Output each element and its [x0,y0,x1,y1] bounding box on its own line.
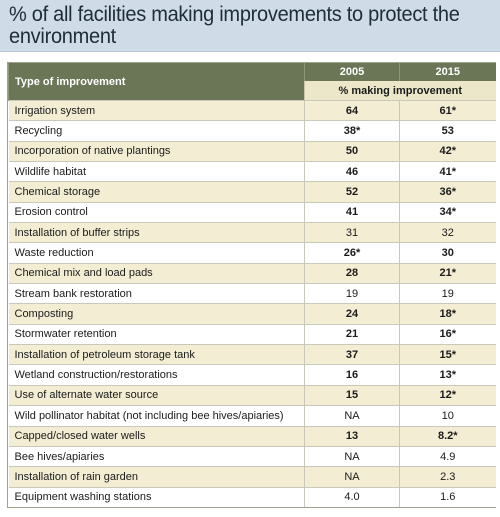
row-label: Equipment washing stations [8,486,305,507]
row-label: Chemical mix and load pads [8,262,305,284]
value-2005: NA [304,466,400,488]
value-2005: NA [304,405,400,426]
table-row: Bee hives/apiaries NA 4.9 [8,445,496,467]
row-label: Wildlife habitat [8,161,305,182]
row-label: Wetland construction/restorations [8,364,305,386]
value-2005: 24 [304,303,400,325]
title-bar: % of all facilities making improvements … [0,0,500,52]
row-label: Capped/closed water wells [8,425,305,447]
value-2015: 2.3 [399,466,496,488]
subheader-percent: % making improvement [304,81,496,101]
table-row: Irrigation system 64 61* [8,99,496,121]
value-2005: 37 [304,344,400,365]
value-2015: 10 [399,405,496,426]
table-row: Stream bank restoration 19 19 [8,283,496,304]
figure-title: % of all facilities making improvements … [9,2,460,48]
column-header-2015: 2015 [399,63,496,81]
data-table: Type of improvement 2005 2015 % making i… [8,63,496,507]
table-row: Stormwater retention 21 16* [8,323,496,345]
table-row: Capped/closed water wells 13 8.2* [8,425,496,447]
value-2005: 28 [304,262,400,284]
value-2005: 4.0 [304,486,400,507]
value-2015: 16* [399,323,496,345]
header-row: Type of improvement 2005 2015 [8,63,496,101]
table-row: Installation of petroleum storage tank 37… [8,344,496,365]
row-label: Chemical storage [8,181,305,203]
value-2005: 21 [304,323,400,345]
value-2015: 4.9 [399,445,496,467]
table-row: Installation of rain garden NA 2.3 [8,466,496,488]
table-row: Composting 24 18* [8,303,496,325]
value-2015: 15* [399,344,496,365]
value-2015: 13* [399,364,496,386]
improvements-table: Type of improvement 2005 2015 % making i… [7,62,496,508]
value-2015: 36* [399,181,496,203]
table-row: Wildlife habitat 46 41* [8,161,496,182]
value-2015: 53 [399,120,496,142]
table-row: Incorporation of native plantings 50 42* [8,140,496,162]
table-row: Waste reduction 26* 30 [8,242,496,264]
row-label: Installation of buffer strips [8,222,305,243]
value-2015: 21* [399,262,496,284]
value-2005: 13 [304,425,400,447]
value-2005: 15 [304,384,400,406]
row-label: Recycling [8,120,305,142]
row-label: Bee hives/apiaries [8,445,305,467]
value-2015: 32 [399,222,496,243]
value-2005: 26* [304,242,400,264]
value-2005: 50 [304,140,400,162]
value-2005: 41 [304,201,400,223]
value-2005: 46 [304,161,400,182]
table-row: Installation of buffer strips 31 32 [8,222,496,243]
row-label: Waste reduction [8,242,305,264]
value-2005: 19 [304,283,400,304]
value-2015: 34* [399,201,496,223]
table-body: Irrigation system 64 61* Recycling 38* 53 Inco… [8,99,496,507]
row-label: Installation of rain garden [8,466,305,488]
value-2005: 16 [304,364,400,386]
subheader-row: % making improvement [9,81,496,101]
value-2015: 19 [399,283,496,304]
value-2005: NA [304,445,400,467]
column-header-2005: 2005 [304,63,400,81]
table-row: Chemical storage 52 36* [8,181,496,203]
value-2005: 64 [304,99,400,121]
value-2015: 8.2* [399,425,496,447]
value-2015: 61* [399,99,496,121]
table-row: Equipment washing stations 4.0 1.6 [8,486,496,507]
value-2015: 42* [399,140,496,162]
table-row: Wild pollinator habitat (not including b… [8,405,496,426]
value-2005: 31 [304,222,400,243]
row-label: Composting [8,303,305,325]
row-label: Stormwater retention [8,323,305,345]
row-label: Irrigation system [8,99,305,121]
table-row: Chemical mix and load pads 28 21* [8,262,496,284]
row-label: Wild pollinator habitat (not including b… [8,405,305,426]
table-row: Wetland construction/restorations 16 13* [8,364,496,386]
row-label: Incorporation of native plantings [8,140,305,162]
value-2015: 30 [399,242,496,264]
table-row: Use of alternate water source 15 12* [8,384,496,406]
value-2015: 12* [399,384,496,406]
column-header-type: Type of improvement [8,63,305,101]
row-label: Use of alternate water source [8,384,305,406]
table-row: Recycling 38* 53 [8,120,496,142]
row-label: Erosion control [8,201,305,223]
row-label: Stream bank restoration [8,283,305,304]
value-2015: 41* [399,161,496,182]
row-label: Installation of petroleum storage tank [8,344,305,365]
value-2005: 38* [304,120,400,142]
value-2015: 1.6 [399,486,496,507]
value-2015: 18* [399,303,496,325]
value-2005: 52 [304,181,400,203]
table-row: Erosion control 41 34* [8,201,496,223]
